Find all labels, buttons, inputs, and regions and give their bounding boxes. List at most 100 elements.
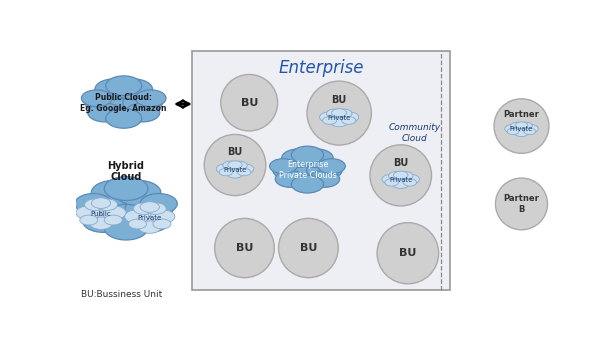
Circle shape (335, 109, 352, 118)
Circle shape (80, 215, 98, 225)
Circle shape (84, 199, 106, 211)
Circle shape (331, 117, 348, 127)
Circle shape (88, 103, 122, 122)
Ellipse shape (370, 145, 431, 206)
Circle shape (136, 90, 166, 106)
Circle shape (511, 124, 532, 135)
Circle shape (524, 128, 536, 134)
Circle shape (385, 179, 398, 186)
Circle shape (515, 122, 528, 129)
Circle shape (106, 109, 142, 128)
Circle shape (505, 124, 521, 133)
Circle shape (145, 203, 166, 214)
Circle shape (93, 191, 159, 227)
Circle shape (139, 221, 161, 233)
Circle shape (332, 109, 346, 117)
Circle shape (134, 209, 166, 227)
Circle shape (232, 161, 247, 170)
Circle shape (104, 177, 148, 201)
Circle shape (511, 122, 524, 130)
Circle shape (82, 210, 124, 232)
Text: BU:Bussiness Unit: BU:Bussiness Unit (81, 289, 163, 299)
Circle shape (85, 92, 125, 114)
Circle shape (128, 219, 147, 229)
Text: Public Cloud:
Eg. Google, Amazon: Public Cloud: Eg. Google, Amazon (81, 93, 167, 113)
Circle shape (125, 103, 159, 122)
Text: BU: BU (241, 98, 258, 108)
Circle shape (309, 171, 340, 187)
Circle shape (320, 112, 338, 122)
Circle shape (85, 206, 117, 223)
Text: Partner
B: Partner B (503, 194, 540, 214)
Circle shape (79, 196, 127, 222)
Circle shape (327, 111, 352, 125)
Ellipse shape (307, 81, 371, 145)
Circle shape (307, 160, 342, 180)
Circle shape (282, 149, 315, 167)
Circle shape (514, 128, 529, 136)
Text: Private: Private (389, 177, 412, 183)
Ellipse shape (377, 223, 439, 284)
Circle shape (91, 198, 111, 208)
Circle shape (323, 117, 337, 124)
Circle shape (128, 210, 170, 232)
Circle shape (269, 159, 297, 174)
Circle shape (90, 217, 112, 229)
Text: Private: Private (510, 126, 533, 132)
Circle shape (97, 88, 151, 118)
Circle shape (96, 199, 117, 211)
Circle shape (223, 163, 247, 176)
Text: Private: Private (224, 166, 247, 173)
Circle shape (401, 174, 420, 184)
Circle shape (104, 216, 148, 240)
Circle shape (507, 128, 519, 134)
Circle shape (133, 203, 155, 214)
Circle shape (299, 149, 333, 167)
Circle shape (382, 174, 400, 184)
Circle shape (291, 175, 324, 193)
Circle shape (284, 157, 332, 183)
Circle shape (522, 124, 538, 133)
Circle shape (216, 164, 235, 174)
Text: BU: BU (399, 248, 417, 258)
Text: BU: BU (236, 243, 253, 253)
Circle shape (342, 117, 356, 124)
FancyBboxPatch shape (192, 51, 450, 289)
Circle shape (228, 161, 242, 169)
Circle shape (76, 206, 100, 219)
Circle shape (235, 164, 254, 174)
Ellipse shape (204, 134, 266, 195)
Circle shape (219, 168, 233, 176)
Text: BU: BU (332, 95, 347, 105)
Circle shape (238, 168, 251, 176)
Text: Hybrid
Cloud: Hybrid Cloud (108, 161, 145, 182)
Circle shape (150, 210, 175, 223)
Text: BU: BU (393, 157, 408, 167)
Circle shape (75, 193, 112, 214)
Circle shape (403, 179, 417, 186)
Ellipse shape (494, 99, 549, 153)
Circle shape (291, 146, 324, 164)
Circle shape (115, 79, 153, 100)
Circle shape (519, 122, 532, 130)
Circle shape (318, 159, 345, 174)
Circle shape (91, 180, 137, 206)
Circle shape (223, 161, 239, 170)
Text: Enterprise: Enterprise (279, 59, 364, 76)
Text: Community
Cloud: Community Cloud (389, 123, 441, 143)
Text: Partner: Partner (503, 110, 540, 119)
Circle shape (389, 172, 404, 180)
Circle shape (140, 202, 159, 212)
Circle shape (125, 196, 173, 222)
Circle shape (95, 79, 133, 100)
Text: Public: Public (90, 211, 111, 217)
Ellipse shape (496, 178, 547, 230)
Text: Enterprise
Private Clouds: Enterprise Private Clouds (279, 160, 336, 180)
Circle shape (392, 179, 409, 188)
Text: Private: Private (137, 215, 162, 221)
Circle shape (273, 160, 309, 180)
Text: BU: BU (227, 147, 243, 157)
Ellipse shape (221, 74, 277, 131)
Circle shape (123, 92, 163, 114)
Ellipse shape (214, 218, 274, 278)
